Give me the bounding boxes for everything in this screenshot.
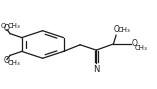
Text: O: O [3,56,9,65]
Text: O: O [1,23,6,29]
Text: CH₃: CH₃ [118,27,130,33]
Text: O: O [131,39,137,49]
Text: O: O [113,25,119,35]
Text: CH₃: CH₃ [134,45,147,51]
Text: CH₃: CH₃ [8,60,20,66]
Text: N: N [93,65,99,74]
Text: O: O [3,24,9,33]
Text: CH₃: CH₃ [8,23,20,29]
